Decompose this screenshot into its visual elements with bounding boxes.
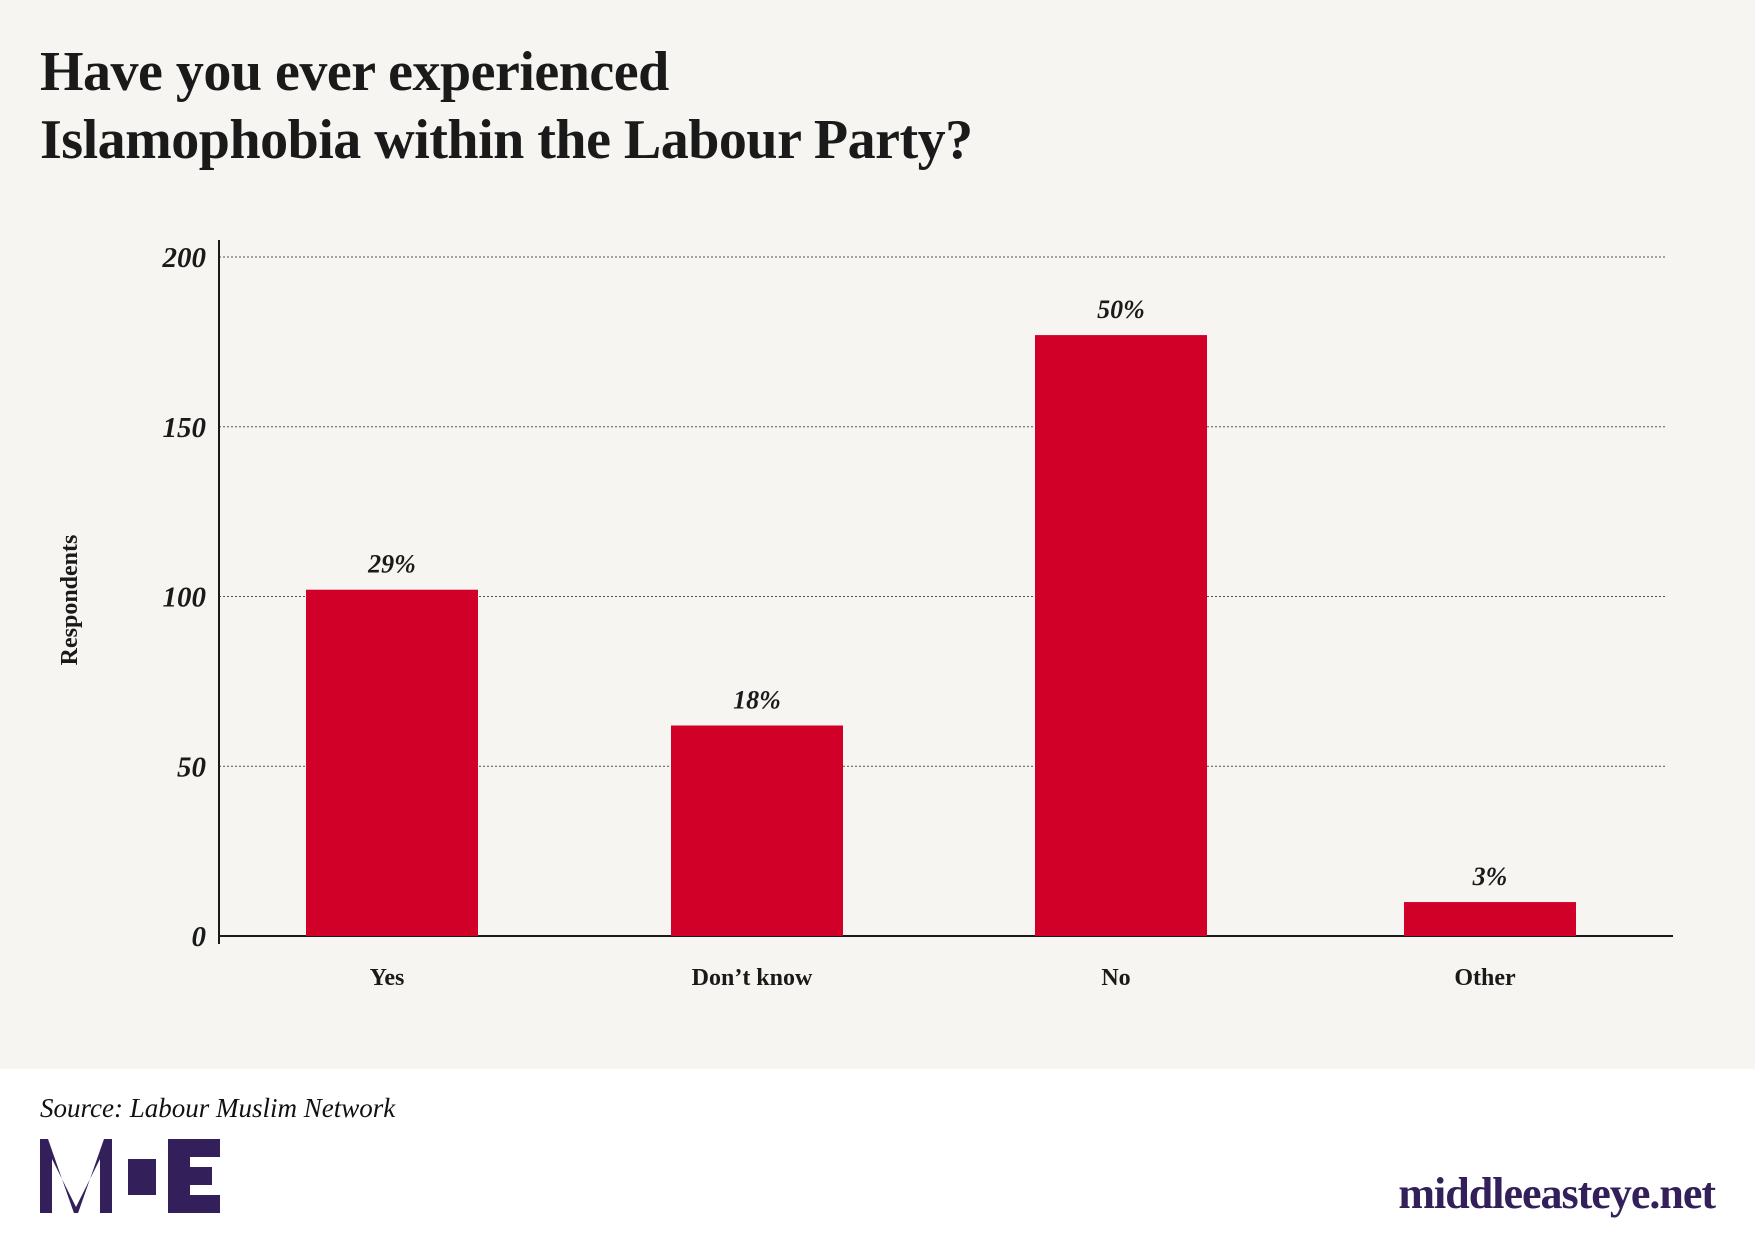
x-tick-label: Yes	[370, 965, 405, 991]
y-tick-label: 200	[162, 242, 207, 274]
x-tick-label: Other	[1454, 965, 1516, 991]
chart-title: Have you ever experienced Islamophobia wi…	[40, 41, 973, 171]
y-tick-label: 150	[163, 412, 207, 444]
bar	[306, 589, 478, 936]
y-tick-label: 100	[163, 582, 207, 614]
data-label: 29%	[367, 550, 416, 579]
data-label: 50%	[1097, 295, 1145, 324]
chart-panel	[0, 0, 1755, 1069]
site-url: middleeasteye.net	[1398, 1169, 1716, 1218]
x-tick-label: Don’t know	[692, 965, 813, 991]
data-label: 18%	[733, 686, 781, 715]
mee-logo	[40, 1139, 220, 1213]
bar	[671, 725, 843, 936]
y-tick-label: 0	[192, 921, 207, 953]
x-tick-label: No	[1101, 965, 1130, 991]
y-axis-label: Respondents	[57, 535, 83, 666]
bar-chart: 0 50 100 150 200 Respondents 29% Yes 18% Don’t kn…	[57, 240, 1673, 991]
y-tick-label: 50	[177, 751, 206, 783]
bar	[1035, 335, 1207, 937]
data-label: 3%	[1472, 862, 1508, 891]
source-note: Source: Labour Muslim Network	[40, 1093, 396, 1123]
bar	[1404, 902, 1576, 936]
